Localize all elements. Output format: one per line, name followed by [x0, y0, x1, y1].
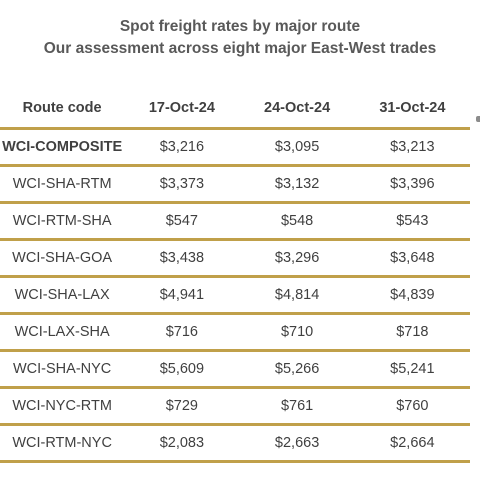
- table-row: WCI-LAX-SHA $716 $710 $718: [0, 312, 470, 351]
- table-row: WCI-RTM-SHA $547 $548 $543: [0, 201, 470, 240]
- rate-cell: $4,941: [124, 275, 240, 314]
- route-code-cell: WCI-COMPOSITE: [0, 127, 125, 166]
- rate-cell: $3,095: [239, 127, 355, 166]
- rate-cell: $3,438: [124, 238, 240, 277]
- title-block: Spot freight rates by major route Our as…: [0, 16, 480, 60]
- rate-cell: $716: [124, 312, 240, 351]
- route-code-cell: WCI-NYC-RTM: [0, 386, 125, 425]
- rate-cell: $760: [354, 386, 470, 425]
- route-code-cell: WCI-LAX-SHA: [0, 312, 125, 351]
- rate-cell: $543: [354, 201, 470, 240]
- route-code-cell: WCI-SHA-NYC: [0, 349, 125, 388]
- rate-cell: $3,296: [239, 238, 355, 277]
- rate-cell: $3,396: [354, 164, 470, 203]
- route-code-cell: WCI-RTM-SHA: [0, 201, 125, 240]
- table-row: WCI-SHA-LAX $4,941 $4,814 $4,839: [0, 275, 470, 314]
- table-row: WCI-SHA-NYC $5,609 $5,266 $5,241: [0, 349, 470, 388]
- column-header-date: 24-Oct-24: [264, 99, 331, 116]
- column-header-date: 17-Oct-24: [148, 99, 215, 116]
- rate-cell: $547: [124, 201, 240, 240]
- rate-cell: $2,663: [239, 423, 355, 463]
- table-row: WCI-COMPOSITE $3,216 $3,095 $3,213: [0, 127, 470, 166]
- table-header-row: Route code 17-Oct-24 24-Oct-24 31-Oct-24: [0, 88, 470, 129]
- rate-cell: $3,213: [354, 127, 470, 166]
- rate-cell: $4,839: [354, 275, 470, 314]
- rate-cell: $5,241: [354, 349, 470, 388]
- table-row: WCI-RTM-NYC $2,083 $2,663 $2,664: [0, 423, 470, 463]
- route-code-cell: WCI-SHA-LAX: [0, 275, 125, 314]
- page-subtitle: Our assessment across eight major East-W…: [43, 40, 437, 57]
- rate-cell: $4,814: [239, 275, 355, 314]
- scroll-edge-indicator[interactable]: [476, 116, 480, 122]
- rate-cell: $718: [354, 312, 470, 351]
- route-code-cell: WCI-RTM-NYC: [0, 423, 125, 463]
- table-row: WCI-SHA-RTM $3,373 $3,132 $3,396: [0, 164, 470, 203]
- table-row: WCI-SHA-GOA $3,438 $3,296 $3,648: [0, 238, 470, 277]
- rate-cell: $729: [124, 386, 240, 425]
- page-title: Spot freight rates by major route: [119, 18, 361, 35]
- rate-cell: $548: [239, 201, 355, 240]
- rate-cell: $761: [239, 386, 355, 425]
- column-header-date: 31-Oct-24: [379, 99, 446, 116]
- route-code-cell: WCI-SHA-RTM: [0, 164, 125, 203]
- rate-cell: $5,609: [124, 349, 240, 388]
- rate-cell: $3,648: [354, 238, 470, 277]
- rate-cell: $5,266: [239, 349, 355, 388]
- route-code-cell: WCI-SHA-GOA: [0, 238, 125, 277]
- freight-rates-table: Route code 17-Oct-24 24-Oct-24 31-Oct-24…: [0, 88, 470, 463]
- rate-cell: $3,373: [124, 164, 240, 203]
- rate-cell: $2,664: [354, 423, 470, 463]
- column-header-route-code: Route code: [22, 99, 102, 116]
- rate-cell: $2,083: [124, 423, 240, 463]
- rate-cell: $3,132: [239, 164, 355, 203]
- rate-cell: $710: [239, 312, 355, 351]
- rate-cell: $3,216: [124, 127, 240, 166]
- table-row: WCI-NYC-RTM $729 $761 $760: [0, 386, 470, 425]
